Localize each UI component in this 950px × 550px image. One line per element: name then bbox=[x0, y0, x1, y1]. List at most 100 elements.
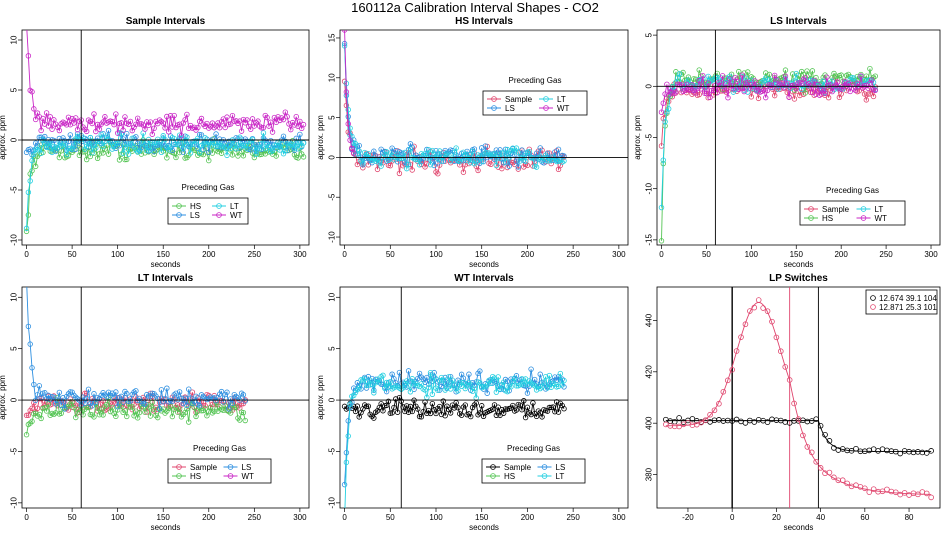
point-ls bbox=[151, 148, 157, 155]
point-sample bbox=[29, 405, 35, 411]
point-lt bbox=[488, 380, 494, 386]
point-ls bbox=[51, 394, 57, 400]
legend-entry: Sample bbox=[822, 205, 850, 214]
point-wt bbox=[147, 119, 154, 125]
point-lt bbox=[407, 389, 414, 395]
point-hs bbox=[240, 153, 247, 159]
legend-entry: LT bbox=[557, 95, 566, 104]
point-sample bbox=[418, 414, 425, 420]
point-sample bbox=[791, 96, 798, 102]
point-ls bbox=[124, 390, 130, 397]
point-0 bbox=[689, 416, 696, 422]
point-1 bbox=[884, 486, 890, 493]
point-hs bbox=[789, 71, 796, 77]
point-wt bbox=[291, 122, 298, 128]
point-lt bbox=[676, 71, 683, 77]
point-wt bbox=[195, 124, 201, 131]
point-0 bbox=[853, 445, 859, 452]
point-lt bbox=[424, 155, 430, 161]
legend-title: Preceding Gas bbox=[182, 183, 235, 192]
point-ls bbox=[231, 391, 237, 398]
x-tick-label: 0 bbox=[659, 250, 664, 259]
point-lt bbox=[469, 148, 476, 155]
point-wt bbox=[186, 125, 192, 131]
x-tick-label: 300 bbox=[293, 513, 307, 522]
point-lt bbox=[453, 145, 459, 151]
point-sample bbox=[524, 404, 531, 411]
point-0 bbox=[901, 448, 908, 454]
point-lt bbox=[473, 159, 479, 165]
point-ls bbox=[345, 418, 351, 424]
point-lt bbox=[521, 153, 527, 159]
point-wt bbox=[752, 78, 758, 84]
point-lt bbox=[36, 145, 43, 151]
series-line-0 bbox=[665, 420, 932, 452]
chart-title: LT Intervals bbox=[138, 273, 194, 284]
point-wt bbox=[182, 117, 188, 123]
point-lt bbox=[458, 156, 465, 162]
point-ls bbox=[213, 131, 219, 137]
point-sample bbox=[424, 161, 430, 167]
point-sample bbox=[363, 403, 370, 410]
point-ls bbox=[113, 389, 119, 395]
point-lt bbox=[533, 164, 540, 170]
point-ls bbox=[125, 398, 132, 404]
point-lt bbox=[23, 225, 30, 232]
point-lt bbox=[436, 148, 443, 154]
point-hs bbox=[135, 415, 141, 421]
point-1 bbox=[769, 318, 775, 325]
point-wt bbox=[286, 121, 292, 127]
point-lt bbox=[504, 146, 511, 153]
point-1 bbox=[808, 449, 815, 456]
point-wt bbox=[773, 77, 780, 83]
legend-entry: Sample bbox=[504, 463, 532, 472]
point-lt bbox=[284, 141, 290, 147]
point-ls bbox=[466, 371, 472, 377]
point-ls bbox=[136, 395, 143, 402]
point-wt bbox=[244, 117, 250, 123]
point-sample bbox=[517, 402, 523, 408]
plot-area bbox=[663, 287, 934, 508]
point-lt bbox=[153, 143, 159, 149]
point-lt bbox=[515, 149, 521, 155]
point-wt bbox=[347, 137, 353, 143]
legend-box bbox=[799, 200, 906, 226]
y-tick-label: -10 bbox=[644, 182, 653, 194]
point-wt bbox=[660, 100, 666, 106]
point-wt bbox=[771, 72, 778, 79]
legend-marker bbox=[490, 464, 496, 470]
point-wt bbox=[780, 84, 787, 91]
point-sample bbox=[34, 405, 41, 411]
point-sample bbox=[67, 396, 73, 402]
point-wt bbox=[714, 89, 720, 96]
point-hs bbox=[831, 70, 837, 77]
point-wt bbox=[759, 88, 765, 94]
point-lt bbox=[820, 78, 826, 84]
point-sample bbox=[394, 409, 401, 415]
point-wt bbox=[737, 85, 744, 91]
point-hs bbox=[300, 154, 307, 160]
point-lt bbox=[300, 140, 307, 146]
point-wt bbox=[268, 119, 274, 125]
point-lt bbox=[484, 149, 490, 156]
point-lt bbox=[544, 158, 551, 164]
x-tick-label: 150 bbox=[475, 513, 489, 522]
legend-title: Preceding Gas bbox=[507, 444, 560, 453]
point-lt bbox=[235, 142, 241, 148]
point-wt bbox=[238, 128, 245, 134]
point-lt bbox=[113, 140, 119, 147]
point-hs bbox=[53, 410, 59, 416]
point-ls bbox=[229, 400, 236, 406]
point-sample bbox=[475, 412, 481, 418]
point-lt bbox=[477, 153, 483, 159]
point-sample bbox=[400, 404, 406, 410]
point-ls bbox=[127, 398, 134, 404]
point-lt bbox=[541, 379, 547, 385]
point-ls bbox=[297, 131, 303, 138]
point-wt bbox=[102, 114, 108, 120]
point-lt bbox=[486, 377, 492, 383]
legend-entry: HS bbox=[190, 202, 201, 211]
point-hs bbox=[872, 73, 879, 79]
point-ls bbox=[431, 162, 437, 169]
point-ls bbox=[56, 389, 63, 396]
